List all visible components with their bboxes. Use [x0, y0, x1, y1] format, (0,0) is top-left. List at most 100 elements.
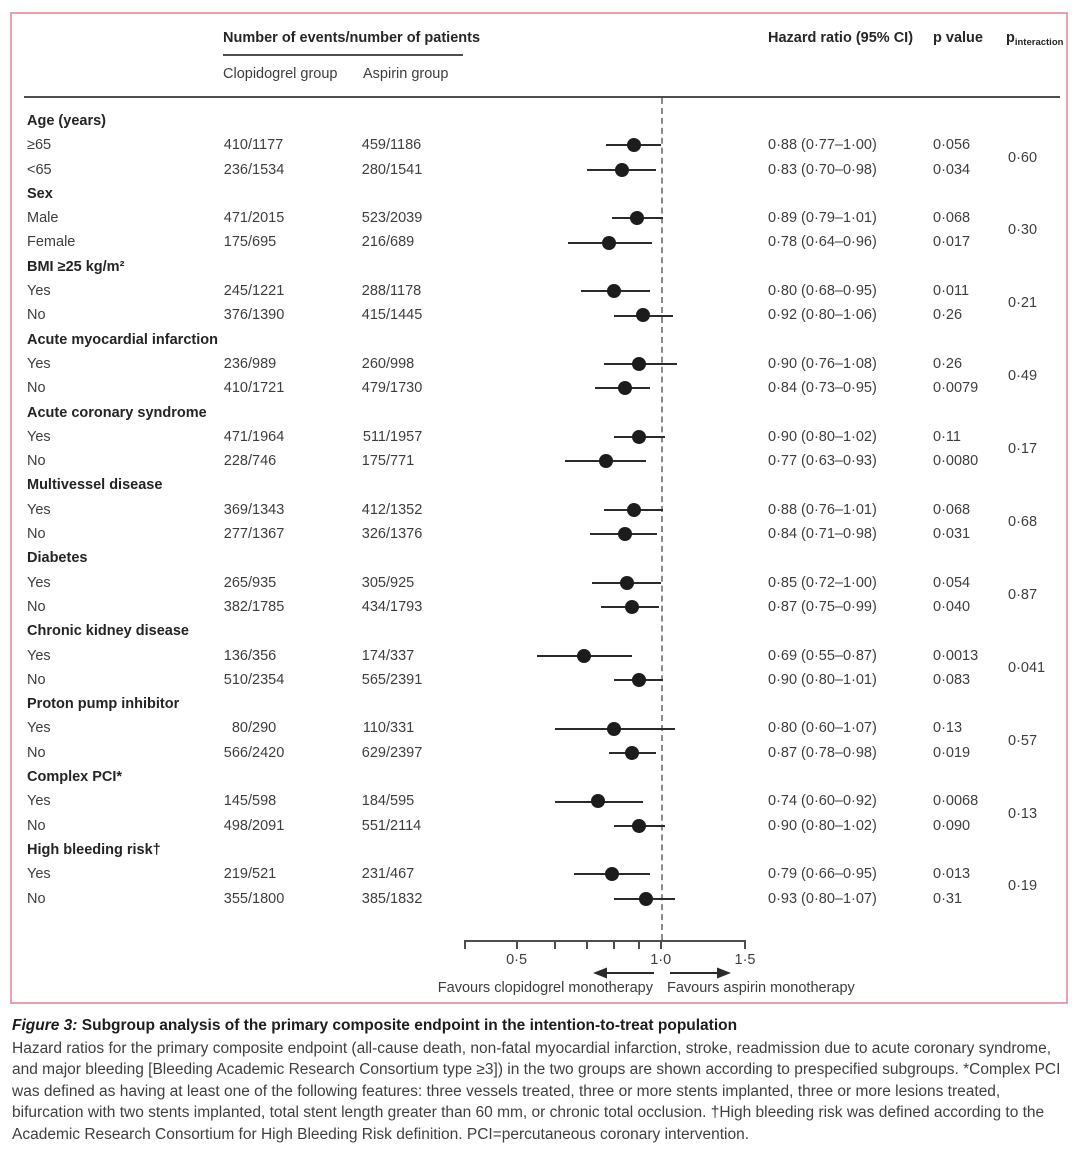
p-interaction-value: 0·041 [1008, 659, 1046, 676]
subgroup-name: Complex PCI* [27, 769, 123, 786]
hr-ci-value: 0·84 (0·71–0·98) [768, 526, 877, 543]
p-interaction-value: 0·30 [1008, 222, 1038, 239]
p-value: 0·034 [933, 161, 971, 178]
clopidogrel-value: 369/1343 [222, 498, 285, 522]
hr-marker [576, 648, 591, 663]
ci-plot [465, 303, 745, 327]
subgroup-block: High bleeding risk† Yes 219/521 231/467 0·79… [12, 838, 1066, 911]
patients-denominator: /2114 [386, 817, 422, 834]
p-value: 0·083 [933, 671, 971, 688]
p-value: 0·0079 [933, 380, 979, 397]
hr-marker [638, 891, 653, 906]
left-arrow-icon [593, 967, 654, 979]
events-numerator: 236 [223, 161, 248, 178]
axis-major-tick [515, 940, 518, 949]
forest-row: Yes 369/1343 412/1352 0·88 (0·76–1·01) 0·068 [12, 498, 1066, 522]
subgroup-header-row: Sex [12, 182, 1066, 206]
p-value-column-header: p value [933, 30, 983, 46]
patients-denominator: /998 [386, 355, 415, 372]
hr-ci-value: 0·87 (0·75–0·99) [768, 598, 877, 615]
p-interaction-base: p [1006, 30, 1015, 46]
patients-denominator: /521 [248, 866, 277, 883]
hr-ci-value: 0·78 (0·64–0·96) [768, 234, 877, 251]
subgroup-block: Acute myocardial infarction Yes 236/989 260… [12, 328, 1066, 401]
favours-arrows [593, 967, 731, 979]
axis-tick-label: 1·5 [734, 952, 756, 968]
clopidogrel-value: 145/598 [222, 789, 276, 813]
hr-ci-value: 0·74 (0·60–0·92) [768, 793, 877, 810]
events-numerator: 280 [361, 161, 386, 178]
patients-denominator: /337 [386, 647, 415, 664]
events-numerator: 110 [362, 720, 386, 737]
events-numerator: 565 [361, 671, 386, 688]
patients-denominator: /1178 [386, 283, 422, 300]
patients-denominator: /2354 [248, 671, 285, 688]
subgroup-block: Sex Male 471/2015 523/2039 0·89 (0·79–1·01) 0… [12, 182, 1066, 255]
caption-body: Hazard ratios for the primary composite … [12, 1040, 1061, 1143]
axis-major-tick [659, 940, 662, 949]
clopidogrel-column-header: Clopidogrel group [223, 66, 338, 82]
hr-marker [619, 575, 634, 590]
events-numerator: 260 [361, 355, 386, 372]
forest-row: Male 471/2015 523/2039 0·89 (0·79–1·01) 0·06… [12, 206, 1066, 230]
subgroup-name: Sex [27, 185, 53, 202]
p-interaction-value: 0·13 [1008, 805, 1038, 822]
hr-ci-value: 0·88 (0·76–1·01) [768, 501, 877, 518]
clopidogrel-value: 566/2420 [222, 741, 285, 765]
aspirin-value: 305/925 [360, 571, 414, 595]
hr-ci-value: 0·84 (0·73–0·95) [768, 380, 877, 397]
row-label: ≥65 [27, 137, 52, 154]
events-numerator: 326 [361, 526, 386, 543]
aspirin-value: 385/1832 [360, 887, 423, 911]
p-value: 0·013 [933, 866, 971, 883]
events-numerator: 245 [223, 283, 248, 300]
row-label: No [27, 307, 46, 324]
ci-plot [465, 425, 745, 449]
events-numerator: 566 [223, 744, 248, 761]
aspirin-value: 174/337 [360, 644, 414, 668]
hr-ci-value: 0·77 (0·63–0·93) [768, 453, 877, 470]
patients-denominator: /1793 [386, 598, 423, 615]
patients-denominator: /1957 [386, 428, 423, 445]
events-numerator: 231 [361, 866, 386, 883]
row-label: No [27, 671, 46, 688]
forest-row: No 498/2091 551/2114 0·90 (0·80–1·02) 0·090 [12, 814, 1066, 838]
hr-marker [636, 308, 651, 323]
events-numerator: 277 [223, 526, 248, 543]
events-numerator: 382 [223, 598, 248, 615]
forest-row: Yes 245/1221 288/1178 0·80 (0·68–0·95) 0·011 [12, 279, 1066, 303]
right-arrow-icon [670, 967, 731, 979]
events-numerator: 216 [361, 234, 386, 251]
patients-denominator: /598 [248, 793, 277, 810]
clopidogrel-value: 228/746 [222, 449, 276, 473]
p-interaction-value: 0·60 [1008, 149, 1038, 166]
forest-row: No 355/1800 385/1832 0·93 (0·80–1·07) 0·31 [12, 887, 1066, 911]
hr-ci-value: 0·90 (0·80–1·02) [768, 428, 877, 445]
forest-row: Yes 236/989 260/998 0·90 (0·76–1·08) 0·26 [12, 352, 1066, 376]
subgroup-name: High bleeding risk† [27, 841, 161, 858]
patients-denominator: /2391 [386, 671, 423, 688]
clopidogrel-value: 382/1785 [222, 595, 285, 619]
clopidogrel-value: 245/1221 [222, 279, 285, 303]
favours-clopidogrel-label: Favours clopidogrel monotherapy [437, 980, 653, 996]
hr-marker [631, 818, 646, 833]
hr-ci-value: 0·79 (0·66–0·95) [768, 866, 877, 883]
events-numerator: 410 [223, 137, 248, 154]
subgroup-name: Age (years) [27, 113, 106, 129]
subgroup-header-row: Chronic kidney disease [12, 619, 1066, 643]
axis-end-tick-left [464, 940, 466, 949]
subgroup-name: Proton pump inhibitor [27, 696, 180, 713]
hr-ci-value: 0·92 (0·80–1·06) [768, 307, 877, 324]
p-interaction-value: 0·21 [1008, 295, 1038, 312]
ci-plot [465, 741, 745, 765]
events-numerator: 236 [223, 355, 248, 372]
p-value: 0·13 [933, 720, 963, 737]
hr-marker [631, 357, 646, 372]
forest-row: Yes 145/598 184/595 0·74 (0·60–0·92) 0·0068 [12, 789, 1066, 813]
subgroup-name: Acute coronary syndrome [27, 404, 207, 421]
p-value: 0·056 [933, 137, 971, 154]
p-interaction-value: 0·19 [1008, 878, 1038, 895]
clopidogrel-value: 471/1964 [222, 425, 285, 449]
hr-ci-value: 0·90 (0·80–1·01) [768, 671, 877, 688]
clopidogrel-value: 80/290 [222, 716, 276, 740]
